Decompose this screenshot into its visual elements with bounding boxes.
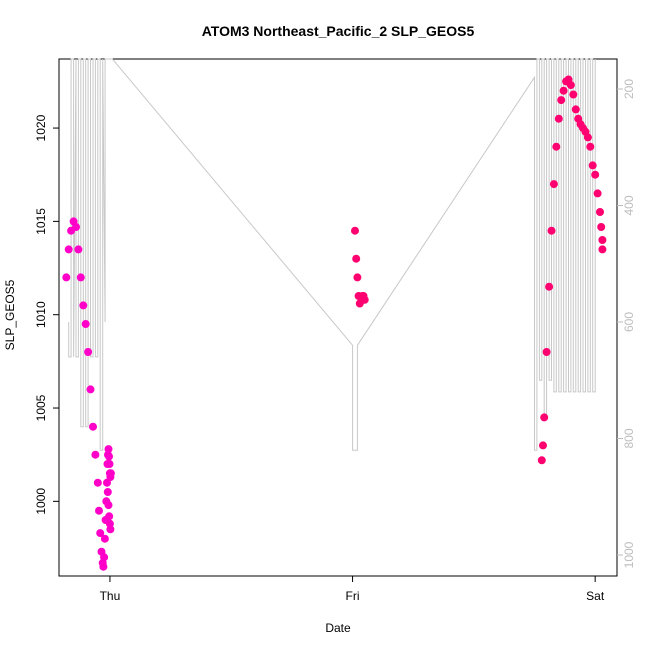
data-point	[104, 501, 113, 510]
chart-title: ATOM3 Northeast_Pacific_2 SLP_GEOS5	[202, 23, 475, 39]
data-point	[72, 223, 80, 231]
data-point	[104, 445, 113, 454]
data-point	[86, 385, 95, 394]
data-point	[76, 273, 85, 282]
y2-tick-label: 800	[622, 428, 636, 448]
series-0	[62, 217, 115, 571]
data-point	[557, 96, 566, 105]
data-point	[353, 273, 362, 282]
secondary-y-axis: 200 400 600 800 1000	[617, 79, 636, 568]
data-point	[583, 133, 592, 142]
data-point	[566, 81, 575, 90]
data-point	[593, 189, 602, 198]
x-tick-label: Sat	[586, 589, 605, 603]
plot-border	[58, 58, 618, 577]
data-point	[351, 226, 359, 235]
data-point	[79, 301, 88, 310]
data-point	[559, 86, 568, 95]
y2-tick-label: 200	[622, 79, 636, 99]
data-point	[569, 90, 578, 99]
points-layer	[62, 75, 607, 571]
y2-tick-label: 400	[622, 195, 636, 215]
secondary-series-line	[68, 58, 596, 451]
data-point	[64, 245, 73, 254]
data-point	[93, 478, 102, 487]
data-point	[360, 295, 369, 304]
y-axis: 1000 1005 1010 1015 1020	[34, 114, 59, 515]
data-point	[598, 245, 607, 254]
data-point	[588, 161, 597, 170]
data-point	[103, 488, 112, 496]
data-point	[598, 236, 607, 244]
data-point	[99, 562, 108, 571]
series-1	[351, 226, 369, 308]
data-point	[105, 452, 113, 461]
x-tick-label: Fri	[346, 589, 360, 603]
y2-tick-label: 600	[622, 312, 636, 332]
series-2	[537, 75, 607, 465]
data-point	[596, 208, 604, 216]
plot-frame	[58, 58, 618, 577]
data-point	[91, 450, 100, 459]
y-axis-label: SLP_GEOS5	[3, 279, 17, 350]
data-point	[352, 254, 361, 263]
y2-tick-label: 1000	[622, 541, 636, 568]
data-point	[597, 223, 606, 231]
x-axis: Thu Fri Sat	[100, 576, 605, 603]
data-point	[539, 441, 547, 450]
data-point	[105, 512, 114, 521]
data-point	[591, 170, 600, 179]
y-tick-label: 1015	[34, 208, 48, 235]
data-point	[81, 320, 90, 328]
data-point	[537, 456, 546, 465]
data-point	[74, 245, 83, 254]
y-tick-label: 1020	[34, 114, 48, 141]
data-point	[552, 142, 561, 151]
y-tick-label: 1010	[34, 301, 48, 328]
x-axis-label: Date	[325, 621, 351, 635]
data-point	[84, 348, 93, 356]
data-point	[549, 180, 558, 189]
data-point	[105, 460, 114, 468]
data-point	[545, 282, 554, 291]
data-point	[96, 529, 105, 538]
y-tick-label: 1005	[34, 394, 48, 421]
data-point	[542, 348, 551, 356]
y-tick-label: 1000	[34, 488, 48, 515]
data-point	[100, 534, 109, 543]
data-point	[571, 105, 580, 114]
data-point	[95, 506, 103, 515]
secondary-series-layer	[68, 58, 596, 451]
data-point	[554, 114, 563, 123]
data-point	[586, 142, 595, 151]
data-point	[89, 422, 97, 431]
data-point	[62, 273, 71, 282]
x-tick-label: Thu	[100, 589, 121, 603]
data-point	[540, 413, 549, 422]
data-point	[100, 553, 109, 562]
data-point	[106, 469, 115, 478]
data-point	[547, 226, 556, 235]
data-point	[106, 525, 115, 534]
